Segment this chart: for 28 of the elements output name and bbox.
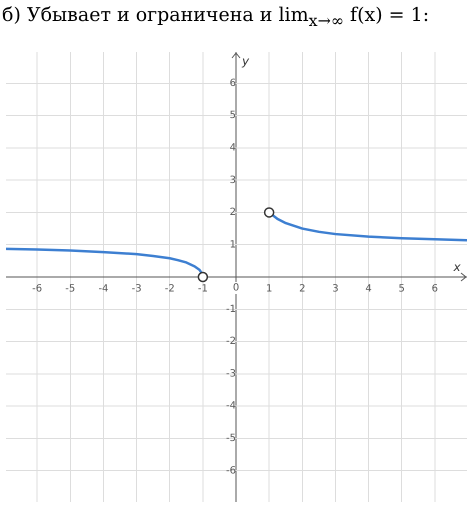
x-tick-label: -4 <box>98 284 108 295</box>
chart-title: б) Убывает и ограничена и lim$_{x→∞}$ f(x) = 1: <box>1 3 430 32</box>
y-tick-label: -4 <box>226 400 236 412</box>
y-axis-title: y <box>241 54 250 68</box>
x-tick-label: 6 <box>432 284 438 295</box>
x-axis-title: x <box>452 260 462 274</box>
x-tick-label: 1 <box>266 284 272 295</box>
y-tick-label: -1 <box>226 304 236 315</box>
x-tick-label: -6 <box>32 284 42 295</box>
x-tick-label: 4 <box>365 284 372 295</box>
x-tick-label: 2 <box>299 284 306 295</box>
y-tick-label: -5 <box>226 433 236 444</box>
x-tick-label: 0 <box>232 282 240 294</box>
y-tick-label: 6 <box>230 78 236 89</box>
x-tick-label: -5 <box>65 284 76 295</box>
x-tick-label: -3 <box>132 284 142 295</box>
y-tick-label: -6 <box>226 465 236 476</box>
y-tick-label: 2 <box>230 207 236 218</box>
x-tick-label: 3 <box>332 284 339 295</box>
x-tick-label: -2 <box>164 284 175 295</box>
x-tick-label: -1 <box>198 284 208 295</box>
y-tick-label: 1 <box>230 239 236 250</box>
x-tick-label: 5 <box>398 284 405 295</box>
y-tick-label: 3 <box>230 174 236 186</box>
y-tick-label: -2 <box>226 336 236 348</box>
y-tick-label: 4 <box>230 142 236 154</box>
y-tick-label: 5 <box>230 110 236 122</box>
y-tick-label: -3 <box>226 368 236 380</box>
